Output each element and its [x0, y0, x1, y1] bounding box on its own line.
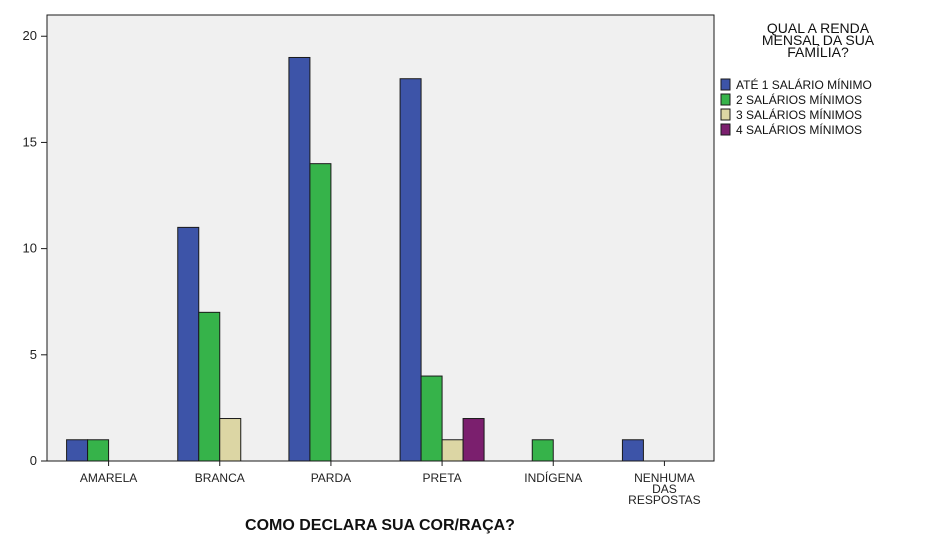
- bar: [420, 375, 443, 462]
- x-tick-label: RESPOSTAS: [628, 493, 700, 507]
- y-axis: 0 5 10 15 20: [23, 28, 47, 468]
- legend-label: 4 SALÁRIOS MÍNIMOS: [736, 122, 862, 137]
- bar: [441, 439, 464, 462]
- y-tick-label: 20: [23, 28, 37, 43]
- legend-label: 3 SALÁRIOS MÍNIMOS: [736, 107, 862, 122]
- bar: [288, 56, 311, 462]
- x-axis: AMARELA BRANCA PARDA PRETA INDÍGENA NENHUMADA…: [80, 461, 701, 507]
- legend-swatch: [720, 123, 731, 136]
- legend-title: MENSAL DA SUA: [762, 32, 875, 48]
- bar: [66, 439, 89, 462]
- legend-title: FAMÍLIA?: [787, 44, 849, 60]
- bar: [531, 439, 554, 462]
- legend-swatch: [720, 93, 731, 106]
- legend-swatch: [720, 78, 731, 91]
- bar: [177, 226, 200, 462]
- bars-group: [66, 56, 644, 462]
- x-tick-label: NENHUMA: [634, 471, 695, 485]
- legend-label: 2 SALÁRIOS MÍNIMOS: [736, 92, 862, 107]
- x-tick-label: DAS: [652, 482, 677, 496]
- x-tick-label: INDÍGENA: [524, 470, 582, 485]
- x-tick-label: BRANCA: [195, 471, 245, 485]
- bar: [309, 163, 332, 462]
- bar: [462, 418, 485, 462]
- legend-label: ATÉ 1 SALÁRIO MÍNIMO: [736, 77, 872, 92]
- x-tick-label: AMARELA: [80, 471, 137, 485]
- bar: [219, 418, 242, 462]
- y-tick-label: 15: [23, 134, 37, 149]
- plot-area: [46, 14, 715, 462]
- y-tick-label: 0: [30, 453, 37, 468]
- bar: [399, 78, 422, 462]
- bar: [198, 311, 221, 462]
- x-axis-title: COMO DECLARA SUA COR/RAÇA?: [245, 517, 515, 534]
- x-tick-label: PRETA: [423, 471, 462, 485]
- legend-title: QUAL A RENDA: [767, 20, 870, 36]
- y-tick-label: 5: [30, 347, 37, 362]
- x-tick-label: PARDA: [311, 471, 351, 485]
- y-tick-label: 10: [23, 241, 37, 256]
- bar: [621, 439, 644, 462]
- legend-swatch: [720, 108, 731, 121]
- bar: [87, 439, 110, 462]
